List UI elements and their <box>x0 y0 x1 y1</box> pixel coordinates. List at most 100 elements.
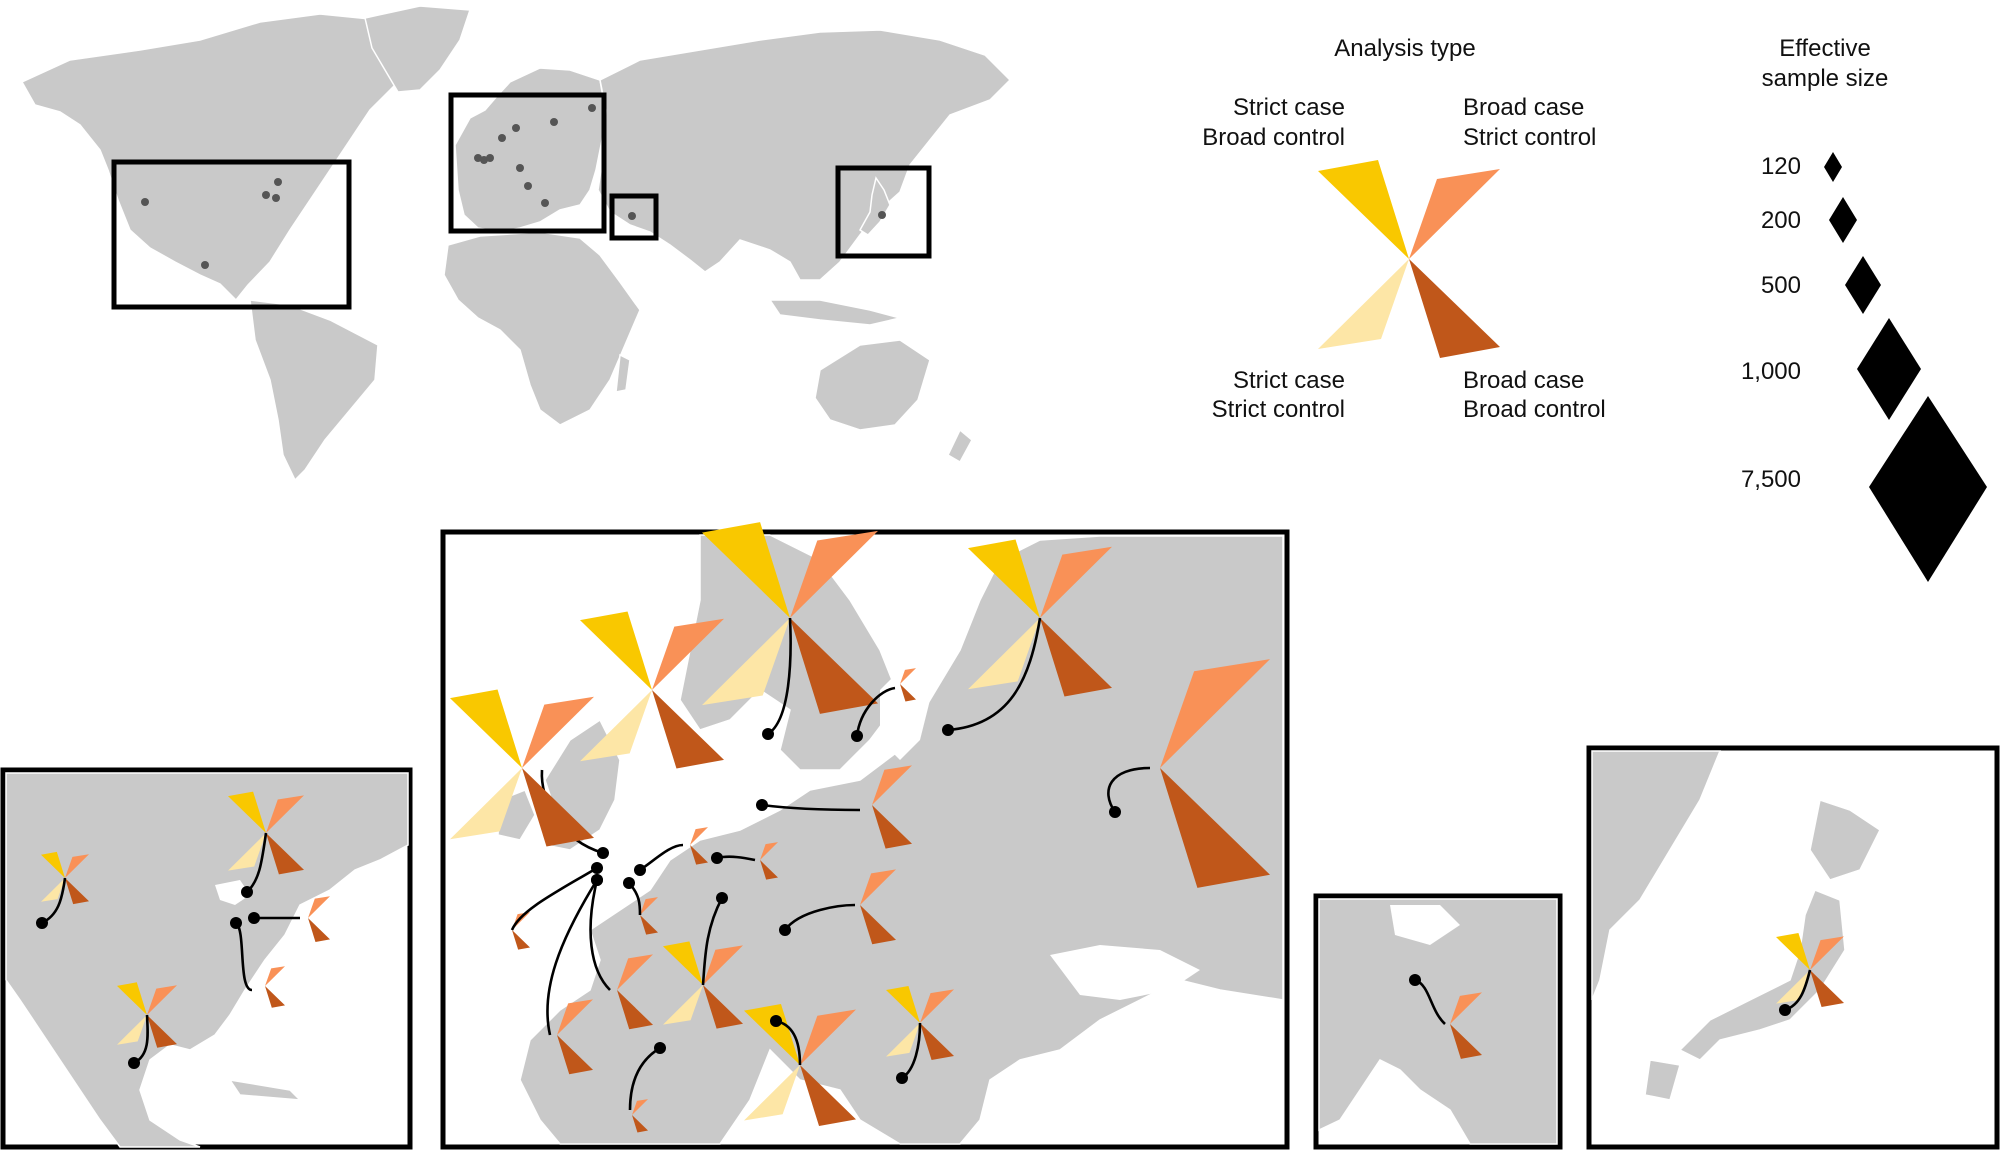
world-site-dot <box>524 182 532 190</box>
petal-broad-case-strict-control <box>632 1099 648 1115</box>
site-glyph <box>860 869 896 945</box>
land-asia <box>597 29 1012 281</box>
site-dot <box>654 1042 666 1054</box>
leader-line <box>783 903 856 931</box>
petal-broad-case-broad-control <box>1040 618 1112 697</box>
petal-strict-case-broad-control <box>580 611 652 690</box>
leader-line <box>546 879 599 1036</box>
legend-petal-broad-case-strict-control <box>1409 169 1500 259</box>
world-site-dot <box>588 104 596 112</box>
site-glyph <box>1160 659 1270 888</box>
leader-line <box>628 1046 661 1111</box>
overview-frame-middle-east <box>609 193 659 241</box>
petal-strict-case-strict-control <box>968 618 1040 690</box>
leader-line <box>510 866 598 931</box>
world-site-dot <box>628 212 636 220</box>
legend-bottom-right-line2: Broad control <box>1463 396 1606 423</box>
petal-broad-case-strict-control <box>147 985 177 1015</box>
site-glyph <box>886 985 954 1061</box>
petal-broad-case-broad-control <box>860 905 896 945</box>
site-glyph <box>690 827 708 865</box>
site-glyph <box>872 765 912 849</box>
land-new-zealand <box>947 428 973 464</box>
legend-petal-strict-case-broad-control <box>1318 160 1409 259</box>
petal-strict-case-broad-control <box>117 982 147 1015</box>
site-glyph <box>512 912 530 950</box>
leader-line <box>947 617 1042 732</box>
world-site-dot <box>550 118 558 126</box>
petal-broad-case-broad-control <box>617 990 653 1030</box>
petal-broad-case-strict-control <box>872 765 912 805</box>
site-dot <box>942 724 954 736</box>
world-site-dot <box>498 134 506 142</box>
world-site-dots <box>141 104 886 269</box>
inset-great-lakes <box>215 880 250 905</box>
petal-broad-case-broad-control <box>147 1015 177 1048</box>
land-indonesia <box>768 299 901 326</box>
inset-middle-east <box>1313 893 1563 1150</box>
inset-eu-black-sea <box>1050 945 1200 1000</box>
petal-broad-case-broad-control <box>760 860 778 880</box>
site-glyph <box>580 611 724 769</box>
petal-broad-case-strict-control <box>1160 659 1270 768</box>
petal-broad-case-strict-control <box>790 530 878 618</box>
petal-broad-case-strict-control <box>760 842 778 860</box>
world-site-dot <box>201 261 209 269</box>
petal-broad-case-strict-control <box>860 869 896 905</box>
petal-strict-case-strict-control <box>450 768 522 840</box>
petal-broad-case-broad-control <box>920 1023 954 1061</box>
legend-sample-size: Effective sample size 120 200 500 1,000 … <box>1741 35 1987 582</box>
site-dot <box>762 728 774 740</box>
land-japan <box>858 176 891 236</box>
petal-broad-case-broad-control <box>640 915 658 935</box>
legend-top-left-line1: Strict case <box>1233 94 1345 121</box>
petal-broad-case-broad-control <box>690 845 708 865</box>
petal-broad-case-broad-control <box>703 985 743 1029</box>
inset-na-glyphs <box>36 791 330 1069</box>
petal-strict-case-broad-control <box>41 851 65 878</box>
inset-me-glyphs <box>1409 974 1482 1059</box>
petal-broad-case-broad-control <box>557 1035 593 1075</box>
site-glyph <box>308 896 330 942</box>
petal-broad-case-strict-control <box>265 966 285 986</box>
inset-north-america <box>0 767 413 1150</box>
land-africa <box>443 231 641 426</box>
leader-line <box>855 686 896 737</box>
world-site-dot <box>272 194 280 202</box>
petal-broad-case-strict-control <box>800 1009 856 1065</box>
site-dot <box>896 1072 908 1084</box>
legend-size-label-200: 200 <box>1761 207 1801 234</box>
petal-broad-case-broad-control <box>652 690 724 769</box>
petal-broad-case-strict-control <box>703 945 743 985</box>
site-glyph <box>760 842 778 880</box>
inset-jp-honshu <box>1678 889 1846 1061</box>
site-dot <box>1779 1004 1791 1016</box>
petal-broad-case-strict-control <box>266 795 304 833</box>
petal-strict-case-strict-control <box>117 1015 147 1045</box>
leader-line <box>761 803 861 812</box>
petal-strict-case-strict-control <box>41 878 65 902</box>
petal-broad-case-broad-control <box>900 684 916 702</box>
site-dot <box>128 1057 140 1069</box>
legend-top-left-line2: Broad control <box>1202 124 1345 151</box>
legend-petal-broad-case-broad-control <box>1409 259 1500 358</box>
site-dot <box>591 862 603 874</box>
inset-jp-kyushu <box>1644 1059 1681 1101</box>
petal-broad-case-broad-control <box>266 833 304 875</box>
petal-strict-case-strict-control <box>228 833 266 871</box>
petal-broad-case-broad-control <box>800 1065 856 1127</box>
petal-broad-case-broad-control <box>872 805 912 849</box>
petal-broad-case-strict-control <box>920 989 954 1023</box>
overview-frame-north-america <box>111 159 352 310</box>
site-dot <box>591 874 603 886</box>
site-dot <box>634 864 646 876</box>
petal-broad-case-strict-control <box>557 999 593 1035</box>
legend-size-diamond-7500 <box>1869 396 1987 582</box>
petal-broad-case-broad-control <box>1450 1024 1482 1059</box>
site-glyph <box>744 1003 856 1127</box>
legend-size-label-1000: 1,000 <box>1741 358 1801 385</box>
site-dot <box>623 877 635 889</box>
petal-broad-case-strict-control <box>900 668 916 684</box>
petal-strict-case-broad-control <box>450 689 522 768</box>
petal-broad-case-strict-control <box>1810 936 1844 970</box>
